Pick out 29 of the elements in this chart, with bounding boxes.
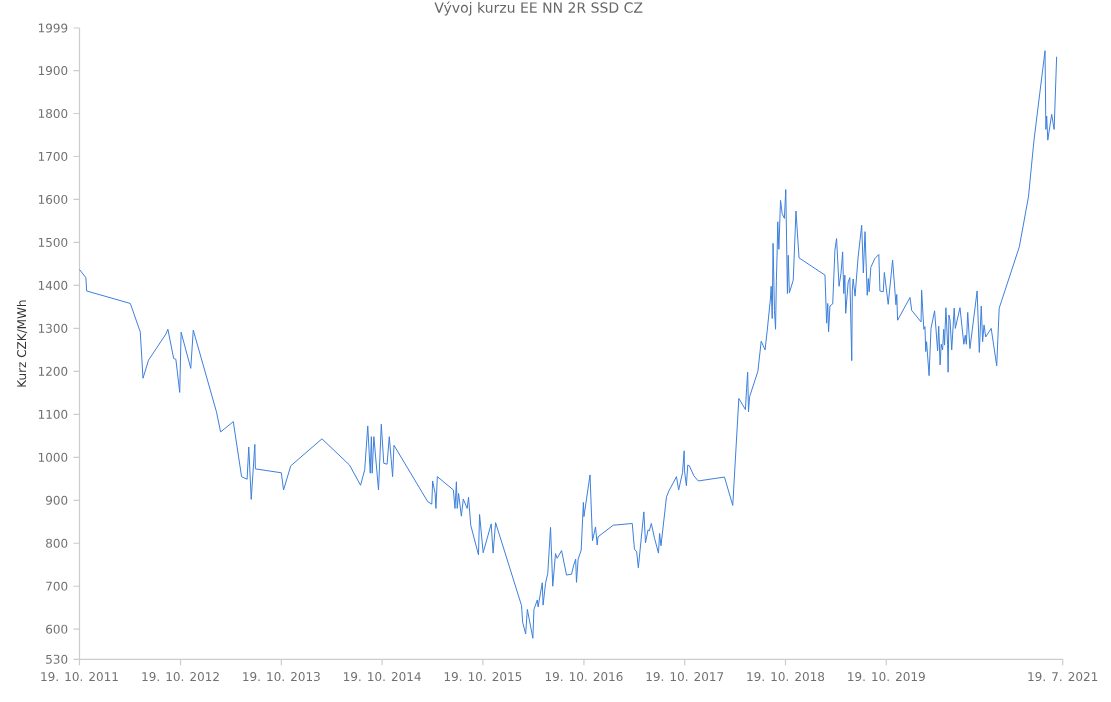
y-tick-label: 1300: [38, 323, 68, 333]
y-tick-label: 1700: [38, 151, 68, 162]
x-tick-label: 19. 10. 2012: [142, 671, 219, 682]
x-tick-label: 19. 7. 2021: [1028, 671, 1098, 682]
y-tick-label: 1500: [38, 237, 68, 247]
y-tick-label: 1400: [38, 280, 68, 290]
y-tick-label: 1100: [38, 409, 68, 419]
line-series: [79, 50, 1058, 639]
y-axis-title: Kurz CZK/MWh: [16, 300, 28, 387]
y-tick-label: 1800: [38, 108, 68, 119]
y-tick-label: 1999: [38, 23, 68, 33]
x-tick-label: 19. 10. 2013: [243, 671, 320, 682]
x-tick-label: 19. 10. 2017: [646, 671, 724, 682]
y-tick-label: 530: [46, 654, 68, 664]
y-tick-label: 700: [46, 581, 68, 591]
x-tick-label: 19. 10. 2016: [545, 671, 623, 682]
y-tick-label: 1000: [38, 452, 68, 462]
y-tick-label: 900: [45, 495, 68, 505]
y-tick-label: 1600: [38, 194, 68, 204]
y-tick-label: 1900: [38, 65, 68, 76]
y-tick-label: 800: [46, 538, 68, 548]
chart-title: Vývoj kurzu EE NN 2R SSD CZ: [434, 1, 643, 16]
x-tick-label: 19. 10. 2018: [747, 671, 825, 682]
y-tick-label: 600: [46, 624, 68, 634]
x-tick-label: 19. 10. 2014: [343, 671, 421, 682]
x-tick-label: 19. 10. 2019: [848, 671, 925, 682]
x-tick-label: 19. 10. 2011: [41, 671, 118, 682]
x-tick-label: 19. 10. 2015: [444, 671, 522, 682]
y-tick-label: 1200: [38, 366, 68, 376]
